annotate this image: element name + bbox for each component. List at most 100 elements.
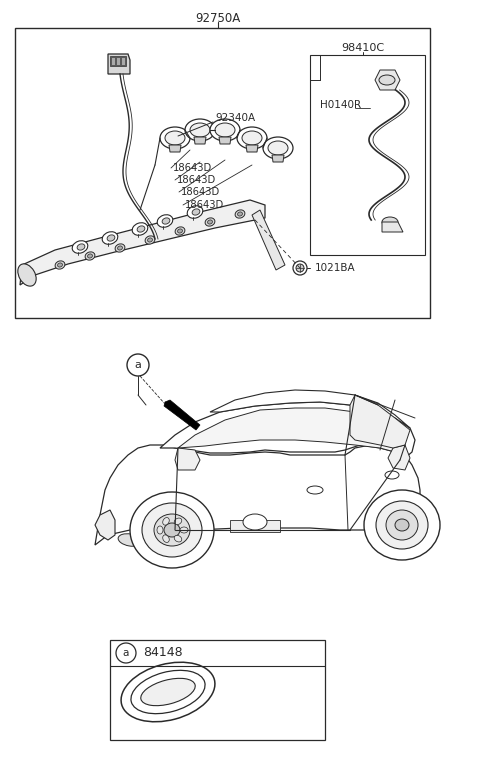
Bar	[230, 520, 280, 532]
Ellipse shape	[268, 141, 288, 155]
Ellipse shape	[116, 643, 136, 663]
Ellipse shape	[118, 534, 142, 546]
Ellipse shape	[215, 123, 235, 137]
Ellipse shape	[137, 226, 145, 232]
Ellipse shape	[238, 212, 242, 216]
Ellipse shape	[242, 131, 262, 145]
Ellipse shape	[386, 510, 418, 540]
Ellipse shape	[118, 246, 122, 250]
Bar	[121, 57, 125, 65]
Text: 98410C: 98410C	[341, 43, 384, 53]
Bar	[110, 56, 126, 66]
Ellipse shape	[163, 535, 169, 543]
Ellipse shape	[107, 235, 115, 241]
Text: 18643D: 18643D	[177, 175, 216, 185]
Text: 18643D: 18643D	[185, 200, 224, 210]
Polygon shape	[164, 400, 200, 430]
Text: 18643D: 18643D	[173, 163, 212, 173]
Ellipse shape	[379, 75, 395, 85]
Bar	[111, 57, 115, 65]
Ellipse shape	[190, 123, 210, 137]
Ellipse shape	[164, 523, 180, 537]
Polygon shape	[219, 137, 231, 144]
Ellipse shape	[87, 254, 93, 258]
Bar	[110, 640, 325, 740]
Text: 18643D: 18643D	[181, 187, 220, 197]
Ellipse shape	[58, 263, 62, 267]
Ellipse shape	[243, 514, 267, 530]
Polygon shape	[382, 222, 403, 232]
Ellipse shape	[132, 223, 148, 236]
Polygon shape	[95, 510, 115, 540]
Ellipse shape	[207, 220, 213, 224]
Ellipse shape	[157, 215, 173, 227]
Bar	[310, 55, 425, 255]
Ellipse shape	[178, 229, 182, 233]
Ellipse shape	[235, 210, 245, 218]
Ellipse shape	[174, 518, 182, 524]
Polygon shape	[350, 395, 410, 448]
Ellipse shape	[18, 264, 36, 286]
Ellipse shape	[160, 127, 190, 149]
Ellipse shape	[147, 238, 153, 242]
Polygon shape	[160, 402, 415, 458]
Ellipse shape	[85, 252, 95, 260]
Ellipse shape	[130, 492, 214, 568]
Polygon shape	[175, 448, 200, 470]
Polygon shape	[252, 210, 285, 270]
Ellipse shape	[296, 264, 304, 272]
Polygon shape	[138, 510, 205, 540]
Polygon shape	[246, 145, 258, 152]
Ellipse shape	[115, 244, 125, 252]
Ellipse shape	[72, 241, 88, 253]
Ellipse shape	[162, 218, 170, 224]
Ellipse shape	[174, 535, 182, 542]
Polygon shape	[272, 155, 284, 162]
Ellipse shape	[180, 527, 188, 533]
Ellipse shape	[127, 354, 149, 376]
Ellipse shape	[165, 131, 185, 145]
Ellipse shape	[210, 119, 240, 141]
Polygon shape	[388, 445, 410, 470]
Ellipse shape	[142, 503, 202, 557]
Polygon shape	[108, 54, 130, 74]
Text: 92750A: 92750A	[195, 11, 240, 24]
Ellipse shape	[55, 261, 65, 269]
Ellipse shape	[263, 137, 293, 159]
Polygon shape	[95, 445, 420, 545]
Ellipse shape	[121, 662, 215, 722]
Bar	[15, 28, 430, 318]
Ellipse shape	[382, 217, 398, 227]
Polygon shape	[169, 145, 181, 152]
Ellipse shape	[307, 486, 323, 494]
Text: a: a	[134, 360, 142, 370]
Ellipse shape	[205, 218, 215, 226]
Ellipse shape	[185, 119, 215, 141]
Ellipse shape	[131, 670, 205, 714]
Ellipse shape	[293, 261, 307, 275]
Ellipse shape	[157, 526, 163, 534]
Ellipse shape	[237, 127, 267, 149]
Polygon shape	[194, 137, 206, 144]
Bar	[116, 57, 120, 65]
Ellipse shape	[395, 519, 409, 531]
Ellipse shape	[141, 679, 195, 706]
Polygon shape	[375, 70, 400, 90]
Text: H0140R: H0140R	[320, 100, 361, 110]
Ellipse shape	[385, 471, 399, 479]
Polygon shape	[370, 508, 433, 545]
Ellipse shape	[145, 236, 155, 244]
Ellipse shape	[175, 227, 185, 235]
Ellipse shape	[163, 518, 169, 525]
Text: 1021BA: 1021BA	[315, 263, 356, 273]
Ellipse shape	[154, 514, 190, 546]
Ellipse shape	[77, 244, 85, 250]
Ellipse shape	[192, 209, 200, 215]
Polygon shape	[210, 390, 410, 428]
Ellipse shape	[364, 490, 440, 560]
Polygon shape	[20, 200, 265, 285]
Polygon shape	[178, 408, 405, 452]
Text: a: a	[123, 648, 129, 658]
Ellipse shape	[187, 206, 203, 218]
Ellipse shape	[376, 501, 428, 549]
